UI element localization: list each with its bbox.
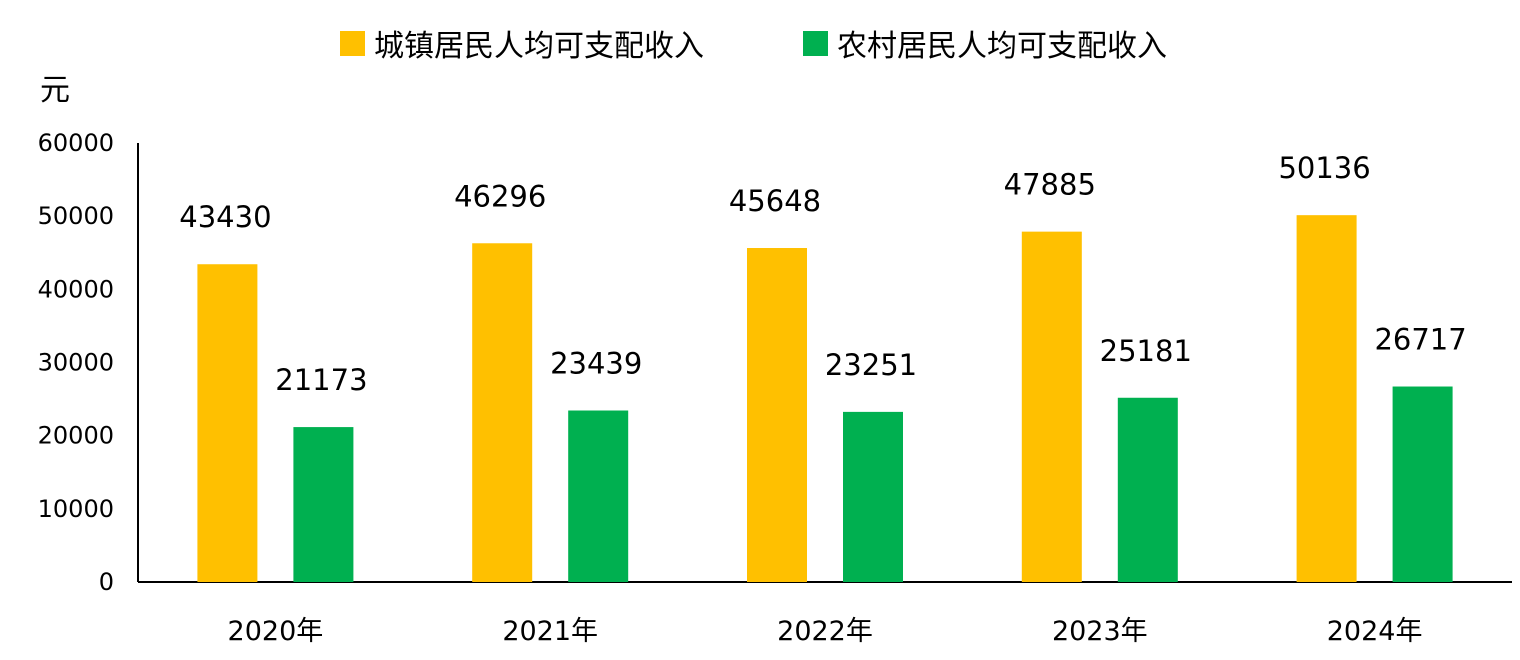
y-tick-label: 0 — [99, 568, 114, 596]
y-tick-label: 40000 — [38, 275, 114, 303]
bars — [197, 215, 1453, 583]
bar-urban — [197, 264, 258, 582]
x-category-label: 2022年 — [777, 616, 873, 647]
bar-rural — [293, 427, 354, 582]
bar-rural — [1392, 386, 1453, 582]
y-tick-label: 20000 — [38, 422, 114, 450]
data-label-rural: 21173 — [275, 363, 367, 397]
data-label-urban: 50136 — [1278, 151, 1370, 185]
data-label-rural: 23439 — [550, 347, 642, 381]
bar-urban — [747, 248, 807, 583]
bar-rural — [568, 410, 629, 582]
bar-urban — [1021, 231, 1082, 582]
x-category-label: 2024年 — [1327, 616, 1423, 647]
y-unit-label: 元 — [40, 73, 70, 108]
data-label-urban: 43430 — [179, 200, 271, 234]
data-label-rural: 23251 — [825, 348, 917, 382]
x-category-label: 2020年 — [228, 616, 324, 647]
data-label-rural: 26717 — [1374, 323, 1466, 357]
x-category-label: 2021年 — [502, 616, 598, 647]
legend: 城镇居民人均可支配收入 农村居民人均可支配收入 — [340, 29, 1167, 64]
bar-rural — [1117, 397, 1178, 582]
legend-swatch-urban — [340, 31, 365, 56]
data-label-urban: 45648 — [729, 184, 821, 218]
data-label-rural: 25181 — [1100, 334, 1192, 368]
legend-label-rural: 农村居民人均可支配收入 — [837, 29, 1167, 64]
legend-label-urban: 城镇居民人均可支配收入 — [374, 29, 704, 64]
y-tick-label: 60000 — [38, 129, 114, 157]
data-labels: 43430 21173 46296 23439 45648 23251 47885 25181… — [179, 151, 1466, 397]
bar-rural — [843, 411, 903, 582]
data-label-urban: 46296 — [454, 179, 546, 213]
legend-swatch-rural — [803, 31, 828, 56]
bar-urban — [472, 243, 533, 583]
category-labels: 2020年 2021年 2022年 2023年 2024年 — [228, 616, 1423, 647]
bar-urban — [1296, 215, 1357, 582]
x-category-label: 2023年 — [1052, 616, 1148, 647]
data-label-urban: 47885 — [1004, 168, 1096, 202]
y-tick-label: 30000 — [38, 349, 114, 377]
y-tick-label: 50000 — [38, 202, 114, 230]
y-tick-labels: 0 10000 20000 30000 40000 50000 60000 — [38, 129, 114, 596]
y-tick-label: 10000 — [38, 495, 114, 523]
